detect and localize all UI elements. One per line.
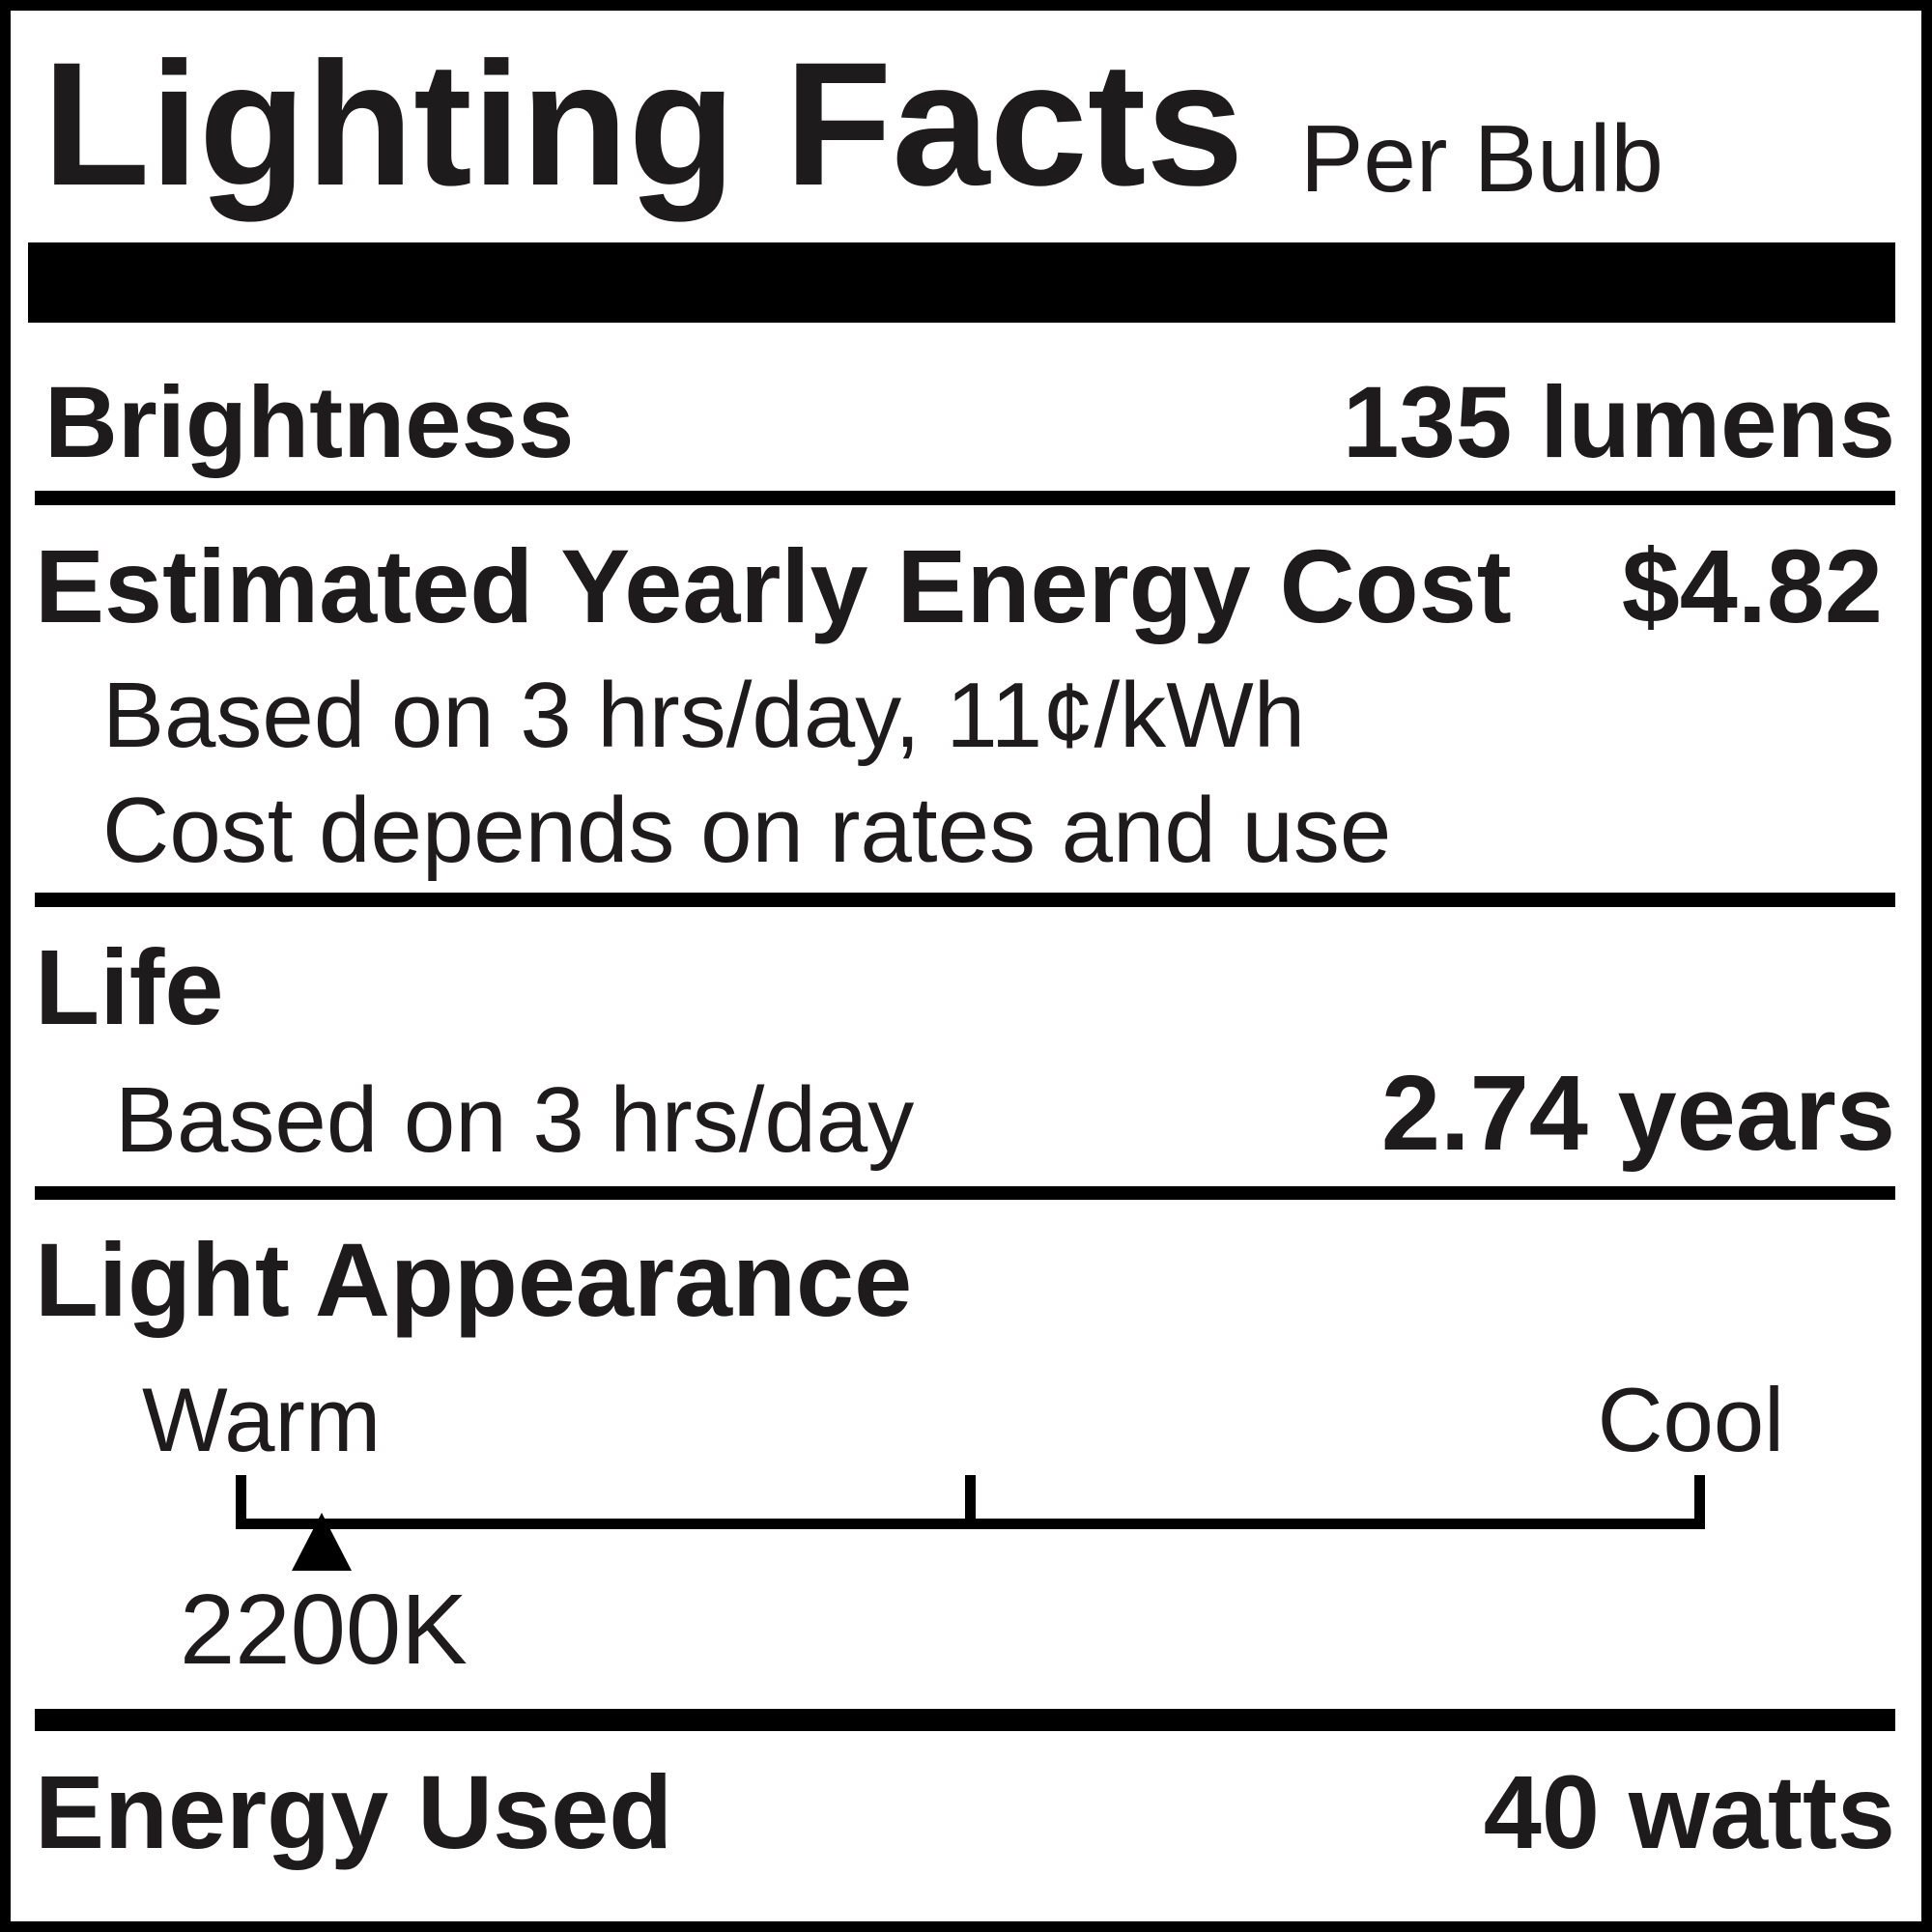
energy-used-label: Energy Used [35, 1753, 673, 1870]
header-bar [28, 242, 1895, 323]
scale-tick-mid [965, 1475, 976, 1529]
brightness-value: 135 lumens [1343, 366, 1895, 479]
color-temp-value: 2200K [180, 1574, 468, 1685]
color-temp-marker-icon [292, 1513, 352, 1571]
energy-cost-disclaimer: Cost depends on rates and use [102, 779, 1392, 882]
energy-cost-value: $4.82 [1621, 527, 1883, 644]
life-value: 2.74 years [1380, 1054, 1895, 1173]
energy-cost-label: Estimated Yearly Energy Cost [35, 527, 1512, 644]
scale-tick-cool [1694, 1475, 1705, 1529]
scale-tick-warm [236, 1475, 246, 1529]
life-basis: Based on 3 hrs/day [115, 1068, 915, 1172]
warm-label: Warm [142, 1369, 382, 1470]
divider [35, 491, 1895, 505]
divider [35, 893, 1895, 907]
life-label: Life [35, 928, 224, 1047]
label-title: Lighting Facts [43, 25, 1244, 222]
light-appearance-label: Light Appearance [35, 1221, 913, 1338]
brightness-label: Brightness [44, 366, 575, 479]
label-subtitle: Per Bulb [1300, 105, 1663, 212]
divider-thick [35, 1709, 1895, 1731]
energy-cost-basis: Based on 3 hrs/day, 11¢/kWh [102, 664, 1306, 767]
energy-used-value: 40 watts [1483, 1753, 1895, 1870]
divider [35, 1186, 1895, 1200]
cool-label: Cool [1597, 1369, 1784, 1470]
